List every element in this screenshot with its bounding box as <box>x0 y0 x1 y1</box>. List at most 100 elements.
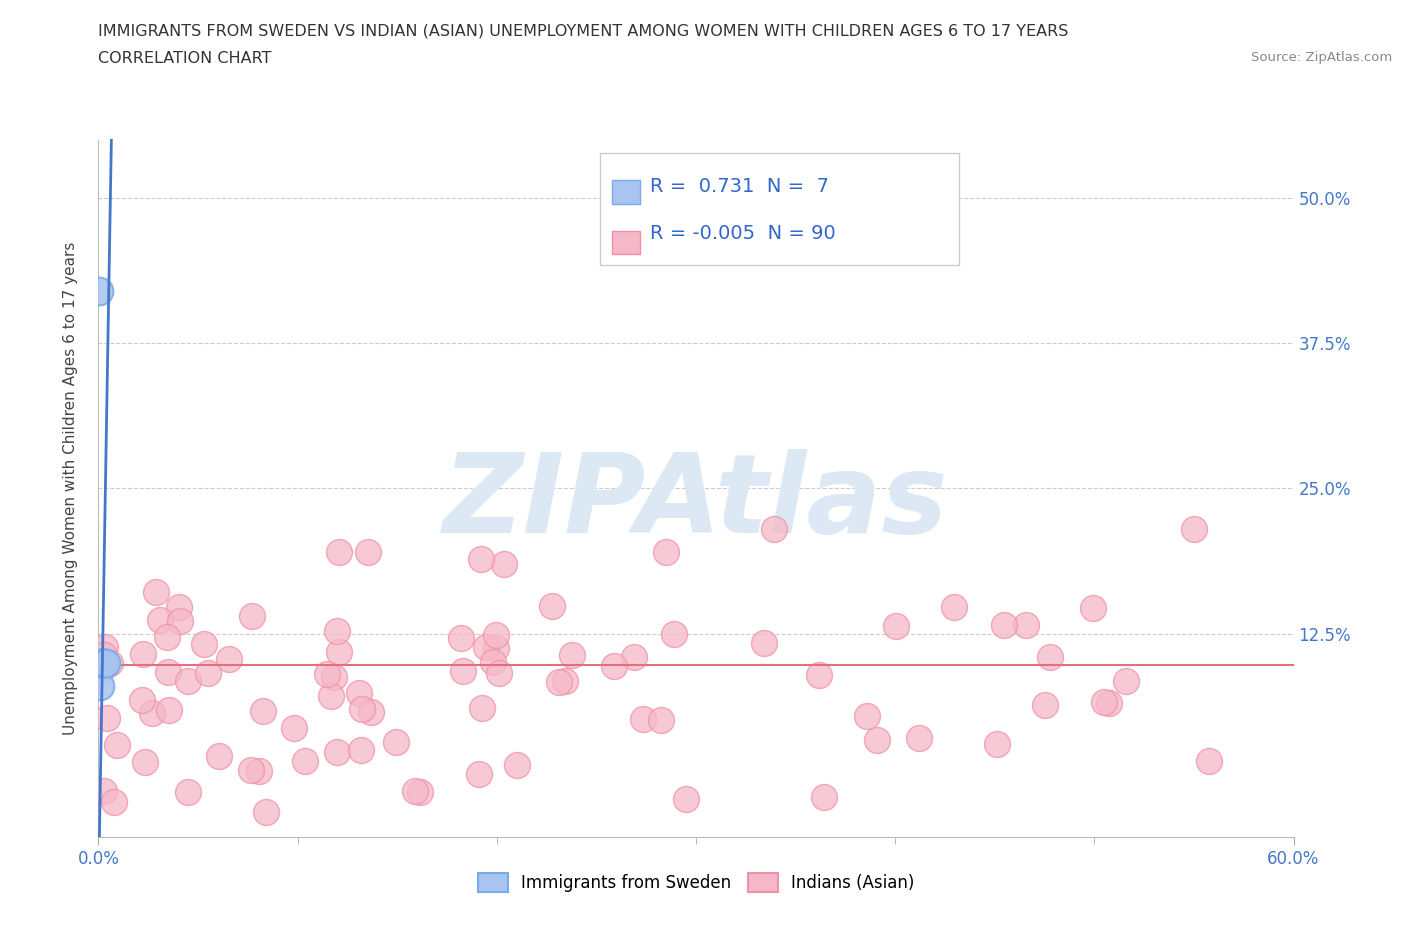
Point <box>247 764 270 778</box>
Point <box>986 737 1008 751</box>
Point <box>131 693 153 708</box>
Point <box>602 658 624 673</box>
Point <box>485 628 508 643</box>
Point <box>167 600 190 615</box>
Point <box>561 647 583 662</box>
Point <box>93 783 115 798</box>
Text: R =  0.731  N =  7: R = 0.731 N = 7 <box>650 178 828 196</box>
Text: Source: ZipAtlas.com: Source: ZipAtlas.com <box>1251 51 1392 64</box>
Point <box>283 721 305 736</box>
Point <box>1033 698 1056 712</box>
Point <box>866 733 889 748</box>
Point <box>886 618 908 633</box>
Point <box>240 608 263 623</box>
Point <box>470 551 492 566</box>
Point <box>993 618 1015 632</box>
Point <box>145 584 167 599</box>
Point <box>467 766 489 781</box>
Point <box>169 614 191 629</box>
Point <box>98 656 121 671</box>
Point <box>208 749 231 764</box>
Point <box>350 701 373 716</box>
Point <box>1039 650 1062 665</box>
Point <box>91 656 114 671</box>
Point <box>94 640 117 655</box>
Point <box>623 650 645 665</box>
Text: IMMIGRANTS FROM SWEDEN VS INDIAN (ASIAN) UNEMPLOYMENT AMONG WOMEN WITH CHILDREN : IMMIGRANTS FROM SWEDEN VS INDIAN (ASIAN)… <box>98 23 1069 38</box>
Point <box>451 664 474 679</box>
Point <box>319 689 342 704</box>
Point <box>855 709 877 724</box>
Point <box>384 735 406 750</box>
Point <box>239 763 262 777</box>
Point <box>631 711 654 726</box>
Point <box>650 712 672 727</box>
Point <box>1115 674 1137 689</box>
Point <box>752 635 775 650</box>
Point <box>655 545 678 560</box>
Point <box>554 673 576 688</box>
Point <box>177 673 200 688</box>
Point <box>494 556 516 571</box>
Point <box>156 665 179 680</box>
Point <box>89 284 111 299</box>
Point <box>907 731 929 746</box>
Point <box>1094 695 1116 710</box>
Point <box>325 623 347 638</box>
Point <box>252 703 274 718</box>
Point <box>93 656 115 671</box>
Point <box>484 641 506 656</box>
Point <box>157 703 180 718</box>
Point <box>1198 753 1220 768</box>
Point <box>105 737 128 752</box>
Point <box>813 790 835 804</box>
Point <box>149 612 172 627</box>
Point <box>197 666 219 681</box>
Point <box>1083 600 1105 615</box>
Text: CORRELATION CHART: CORRELATION CHART <box>98 51 271 66</box>
Point <box>96 656 118 671</box>
Point <box>328 545 350 560</box>
Point <box>662 627 685 642</box>
Point <box>675 791 697 806</box>
Point <box>89 656 111 671</box>
Point <box>91 656 114 671</box>
Text: R = -0.005  N = 90: R = -0.005 N = 90 <box>650 224 835 244</box>
Point <box>360 705 382 720</box>
Point <box>89 679 111 694</box>
Point <box>506 758 529 773</box>
Point <box>1015 618 1038 632</box>
Point <box>193 637 215 652</box>
Point <box>218 652 240 667</box>
Point <box>404 783 426 798</box>
Point <box>103 794 125 809</box>
Point <box>1182 522 1205 537</box>
Point <box>943 600 966 615</box>
Point <box>141 706 163 721</box>
Point <box>96 711 118 725</box>
Point <box>482 655 505 670</box>
Point <box>450 631 472 645</box>
Point <box>326 744 349 759</box>
Point <box>134 754 156 769</box>
Point <box>540 599 562 614</box>
Point <box>93 647 115 662</box>
Point <box>294 753 316 768</box>
Point <box>177 785 200 800</box>
Point <box>254 804 277 819</box>
Point <box>93 659 115 674</box>
Point <box>471 701 494 716</box>
Point <box>349 685 371 700</box>
Point <box>763 522 786 537</box>
Point <box>475 640 498 655</box>
Point <box>1098 696 1121 711</box>
Point <box>488 666 510 681</box>
Y-axis label: Unemployment Among Women with Children Ages 6 to 17 years: Unemployment Among Women with Children A… <box>63 242 77 735</box>
Legend: Immigrants from Sweden, Indians (Asian): Immigrants from Sweden, Indians (Asian) <box>471 866 921 898</box>
Point <box>350 742 373 757</box>
Point <box>323 670 346 684</box>
Point <box>156 630 179 644</box>
Point <box>131 646 153 661</box>
Point <box>807 668 830 683</box>
Point <box>547 675 569 690</box>
